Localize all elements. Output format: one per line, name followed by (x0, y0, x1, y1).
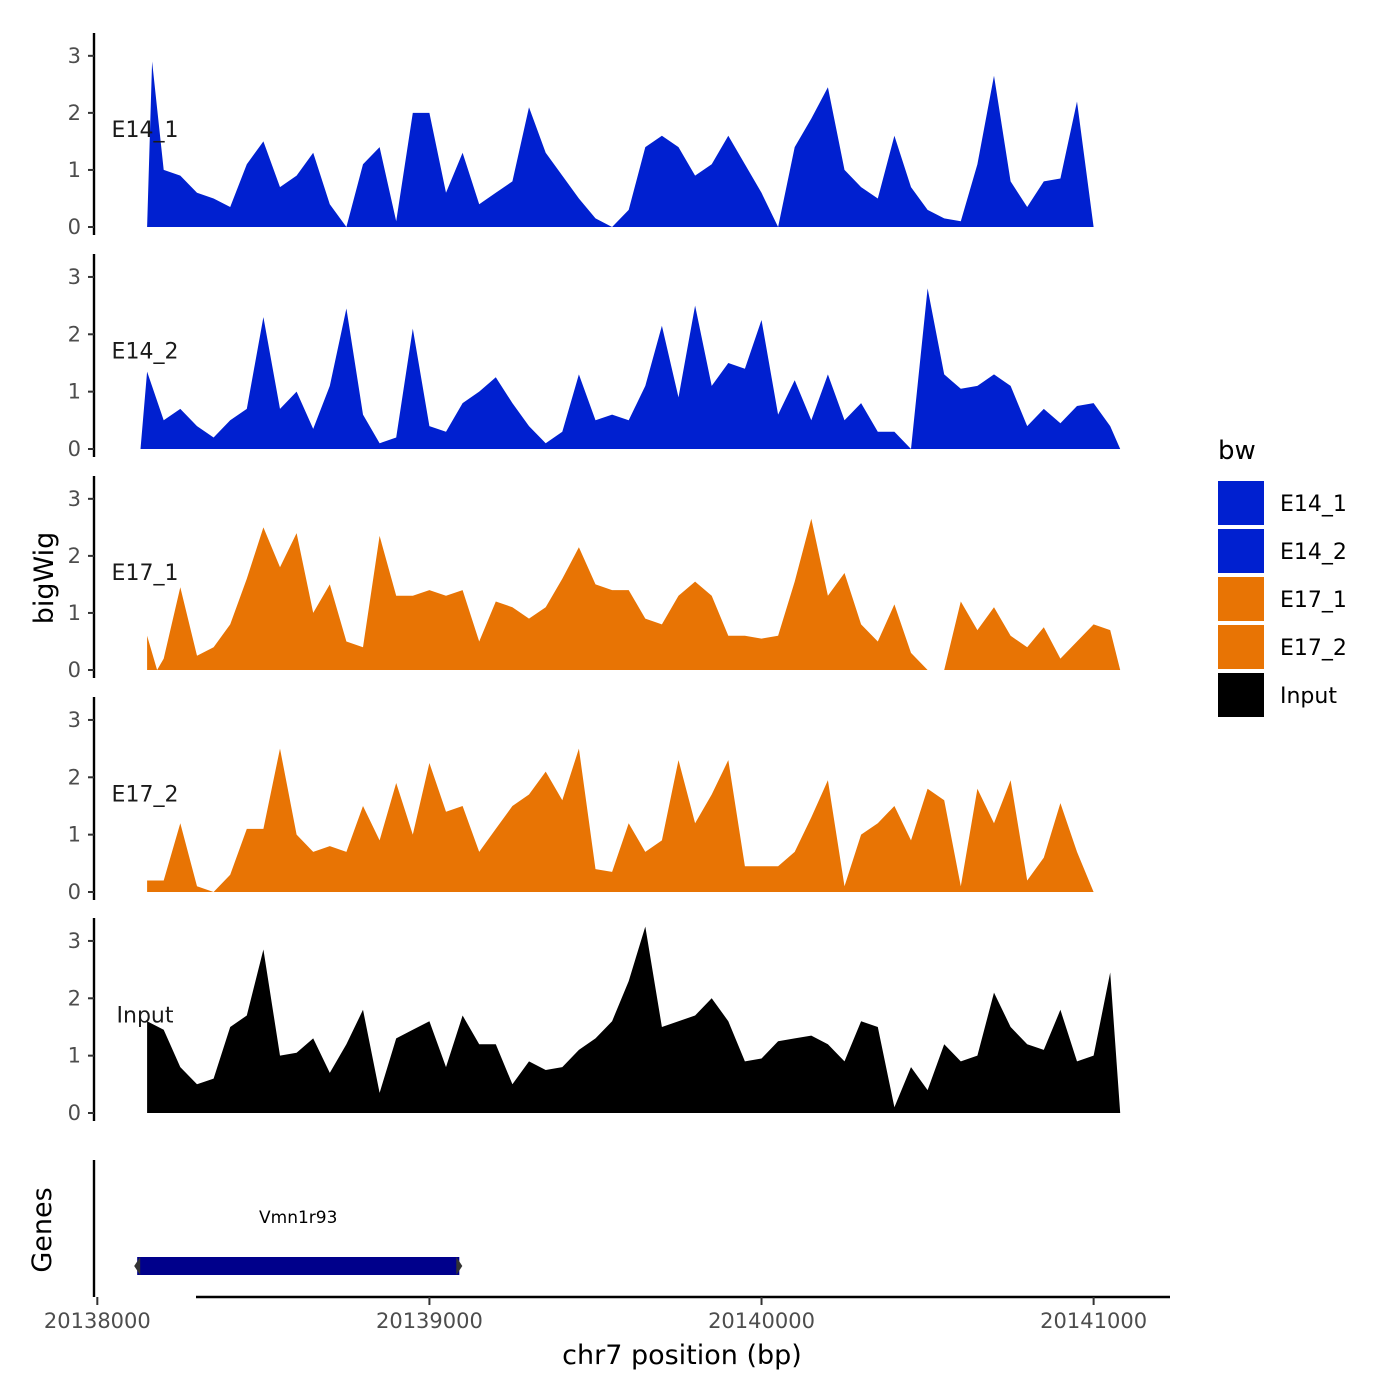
y-tick-label-E14_1-2: 2 (68, 101, 81, 125)
track-label-E17_2: E17_2 (112, 783, 179, 808)
legend-title: bw (1218, 436, 1256, 466)
track-E17_2: 0 1 2 3 E17_2 (68, 697, 1121, 904)
y-tick-label-E17_1-0: 0 (68, 658, 81, 682)
y-tick-label-E14_2-0: 0 (68, 437, 81, 461)
track-Input: 0 1 2 3 Input (68, 918, 1121, 1125)
y-tick-label-E17_1-1: 1 (68, 601, 81, 625)
area-E17_2 (147, 748, 1121, 892)
signal-tracks: 0 1 2 3 E14_1 0 1 2 3 E14_2 0 1 2 3 E17_1 0 1 2 3 E17_2 0 1 2 3… (68, 33, 1121, 1125)
y-tick-label-E14_1-0: 0 (68, 215, 81, 239)
area-E17_1 (147, 518, 1121, 670)
x-tick-label-20140000: 20140000 (708, 1309, 815, 1333)
y-tick-label-E14_2-2: 2 (68, 322, 81, 346)
legend-label-E17_1: E17_1 (1280, 588, 1347, 613)
gene-label-Vmn1r93: Vmn1r93 (259, 1208, 337, 1228)
area-E14_1 (147, 61, 1121, 227)
y-tick-label-E14_1-3: 3 (68, 44, 81, 68)
area-Input (147, 926, 1121, 1113)
y-tick-label-E14_2-3: 3 (68, 265, 81, 289)
genes-axis-title: Genes (27, 1187, 58, 1272)
legend: bw E14_1 E14_2 E17_1 E17_2 Input (1218, 436, 1347, 717)
y-tick-label-Input-1: 1 (68, 1044, 81, 1068)
area-E14_2 (140, 288, 1121, 449)
y-axis-title: bigWig (29, 532, 60, 625)
track-label-E17_1: E17_1 (112, 561, 179, 586)
track-label-E14_1: E14_1 (112, 118, 179, 143)
y-tick-label-E17_2-2: 2 (68, 765, 81, 789)
legend-label-E14_2: E14_2 (1280, 540, 1347, 565)
x-axis: 20138000 20139000 20140000 20141000 (44, 1295, 1170, 1333)
legend-label-E17_2: E17_2 (1280, 636, 1347, 661)
y-tick-label-E14_1-1: 1 (68, 158, 81, 182)
track-label-Input: Input (117, 1004, 174, 1029)
legend-key-Input (1218, 673, 1264, 717)
track-E14_1: 0 1 2 3 E14_1 (68, 33, 1121, 239)
y-tick-label-E14_2-1: 1 (68, 380, 81, 404)
y-tick-label-Input-2: 2 (68, 986, 81, 1010)
legend-key-E14_1 (1218, 481, 1264, 525)
legend-key-E14_2 (1218, 529, 1264, 573)
legend-key-E17_2 (1218, 625, 1264, 669)
gene-body-Vmn1r93 (137, 1257, 460, 1275)
x-tick-label-20141000: 20141000 (1040, 1309, 1147, 1333)
legend-key-E17_1 (1218, 577, 1264, 621)
genes-panel: Vmn1r93 (92, 1160, 463, 1297)
y-tick-label-E17_1-2: 2 (68, 544, 81, 568)
y-tick-label-E17_2-3: 3 (68, 708, 81, 732)
x-tick-label-20139000: 20139000 (376, 1309, 483, 1333)
track-E14_2: 0 1 2 3 E14_2 (68, 254, 1121, 461)
y-tick-label-E17_1-3: 3 (68, 487, 81, 511)
legend-entries: E14_1 E14_2 E17_1 E17_2 Input (1218, 481, 1347, 717)
legend-label-Input: Input (1280, 684, 1337, 709)
gene-start-cap (134, 1257, 141, 1275)
y-tick-label-Input-3: 3 (68, 929, 81, 953)
legend-label-E14_1: E14_1 (1280, 492, 1347, 517)
track-E17_1: 0 1 2 3 E17_1 (68, 476, 1121, 682)
x-axis-title: chr7 position (bp) (562, 1340, 802, 1371)
track-label-E14_2: E14_2 (112, 340, 179, 365)
y-tick-label-Input-0: 0 (68, 1101, 81, 1125)
y-tick-label-E17_2-0: 0 (68, 880, 81, 904)
x-tick-label-20138000: 20138000 (44, 1309, 151, 1333)
gene-end-cap (456, 1257, 463, 1275)
y-tick-label-E17_2-1: 1 (68, 823, 81, 847)
